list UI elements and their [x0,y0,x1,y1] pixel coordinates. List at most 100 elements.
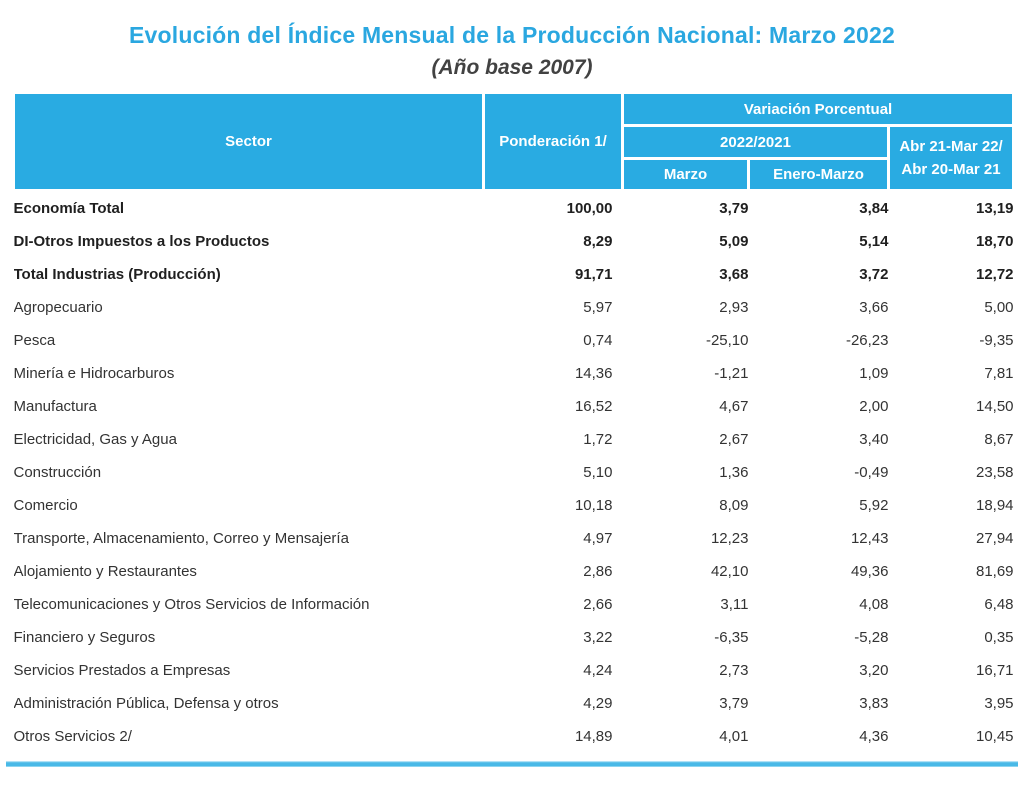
enero-marzo-cell: 3,83 [859,695,889,712]
ponderacion-cell: 2,66 [583,596,613,613]
marzo-cell: 3,79 [719,200,749,217]
sector-cell: DI-Otros Impuestos a los Productos [13,233,270,250]
enero-marzo-cell: 49,36 [850,563,889,580]
table-row: Construcción 5,10 1,36 -0,49 23,58 [14,456,1014,489]
page-subtitle: (Año base 2007) [431,56,593,79]
header-year-group: 2022/2021 [621,124,890,160]
table-row: Manufactura 16,52 4,67 2,00 14,50 [14,390,1014,423]
marzo-cell: 3,11 [720,596,749,613]
marzo-cell: 2,73 [719,662,749,679]
page-title: Evolución del Índice Mensual de la Produ… [128,22,895,48]
enero-marzo-cell: 3,84 [859,200,889,217]
annual-cell: 8,67 [984,431,1014,448]
header-ponderacion: Ponderación 1/ [482,91,624,192]
annual-cell: 18,94 [975,497,1014,514]
ponderacion-cell: 91,71 [574,266,613,283]
table-row: Pesca 0,74 -25,10 -26,23 -9,35 [14,324,1014,357]
annual-cell: 7,81 [984,365,1014,382]
annual-cell: 5,00 [984,299,1014,316]
marzo-cell: 4,01 [719,728,749,745]
enero-marzo-cell: 3,20 [859,662,889,679]
sector-cell: Administración Pública, Defensa y otros [13,695,279,712]
table-row: Telecomunicaciones y Otros Servicios de … [14,588,1014,621]
enero-marzo-cell: -5,28 [854,629,889,646]
sector-cell: Electricidad, Gas y Agua [13,431,177,448]
sector-cell: Manufactura [13,398,97,415]
ponderacion-cell: 2,86 [583,563,613,580]
header-sector: Sector [12,91,485,192]
marzo-cell: 1,36 [719,464,749,481]
table-body: Economía Total 100,00 3,79 3,84 13,19 DI-Otro… [14,191,1014,754]
table-row: DI-Otros Impuestos a los Productos 8,29 5,… [14,225,1014,258]
table-row: Minería e Hidrocarburos 14,36 -1,21 1,09 7,8… [14,357,1014,390]
enero-marzo-cell: 3,72 [859,266,889,283]
sector-cell: Transporte, Almacenamiento, Correo y Men… [13,530,349,547]
marzo-cell: 3,68 [719,266,749,283]
bottom-rule [6,761,1018,767]
annual-cell: 16,71 [975,662,1014,679]
enero-marzo-cell: 3,40 [859,431,889,448]
ponderacion-cell: 8,29 [583,233,613,250]
sector-cell: Pesca [13,332,56,349]
ponderacion-cell: 5,97 [583,299,613,316]
sector-cell: Total Industrias (Producción) [13,266,221,283]
sector-cell: Financiero y Seguros [13,629,156,646]
annual-cell: 0,35 [984,629,1014,646]
marzo-cell: -25,10 [705,332,749,349]
enero-marzo-cell: 4,36 [859,728,889,745]
header-annual-line2: Abr 20-Mar 21 [901,161,1001,178]
production-index-table: Sector Ponderación 1/ Variación Porcentu… [12,91,1016,754]
enero-marzo-cell: 4,08 [859,596,889,613]
annual-cell: 6,48 [984,596,1014,613]
table-row: Servicios Prestados a Empresas 4,24 2,73 3,… [14,654,1014,687]
annual-cell: 23,58 [975,464,1014,481]
annual-cell: 12,72 [975,266,1014,283]
annual-cell: 81,69 [975,563,1014,580]
sector-cell: Economía Total [13,200,125,217]
marzo-cell: 2,67 [719,431,749,448]
enero-marzo-cell: -0,49 [854,464,889,481]
marzo-cell: 2,93 [719,299,749,316]
annual-cell: -9,35 [979,332,1014,349]
sector-cell: Telecomunicaciones y Otros Servicios de … [13,596,370,613]
sector-cell: Servicios Prestados a Empresas [13,662,231,679]
ponderacion-cell: 4,29 [583,695,613,712]
ponderacion-cell: 4,97 [583,530,613,547]
enero-marzo-cell: 2,00 [859,398,889,415]
annual-cell: 18,70 [975,233,1014,250]
annual-cell: 3,95 [984,695,1014,712]
marzo-cell: 8,09 [719,497,749,514]
ponderacion-cell: 14,36 [574,365,613,382]
marzo-cell: 5,09 [719,233,749,250]
sector-cell: Alojamiento y Restaurantes [13,563,197,580]
table-row: Administración Pública, Defensa y otros 4… [14,687,1014,720]
ponderacion-cell: 1,72 [583,431,613,448]
ponderacion-cell: 3,22 [583,629,613,646]
table-row: Agropecuario 5,97 2,93 3,66 5,00 [14,291,1014,324]
ponderacion-cell: 0,74 [583,332,613,349]
sector-cell: Construcción [13,464,102,481]
header-variacion-group: Variación Porcentual [620,91,1016,127]
annual-cell: 13,19 [975,200,1014,217]
enero-marzo-cell: 12,43 [850,530,889,547]
sector-cell: Otros Servicios 2/ [13,728,132,745]
enero-marzo-cell: 1,09 [859,365,889,382]
annual-cell: 14,50 [975,398,1014,415]
ponderacion-cell: 10,18 [574,497,613,514]
table-row: Otros Servicios 2/14,89 4,01 4,36 10,45 [14,720,1014,753]
marzo-cell: 4,67 [719,398,749,415]
marzo-cell: -6,35 [714,629,749,646]
table-row: Alojamiento y Restaurantes 2,86 42,10 49,36… [14,555,1014,588]
header-annual-period: Abr 21-Mar 22/ Abr 20-Mar 21 [886,124,1016,192]
marzo-cell: -1,21 [714,365,749,382]
sector-cell: Agropecuario [13,299,103,316]
enero-marzo-cell: -26,23 [845,332,889,349]
marzo-cell: 12,23 [710,530,749,547]
table-row: Total Industrias (Producción) 91,71 3,68 3,… [14,258,1014,291]
ponderacion-cell: 100,00 [566,200,613,217]
ponderacion-cell: 5,10 [583,464,613,481]
sector-cell: Comercio [13,497,78,514]
table-row: Economía Total 100,00 3,79 3,84 13,19 [14,191,1014,226]
table-row: Electricidad, Gas y Agua 1,72 2,67 3,40 8,67 [14,423,1014,456]
table-row: Comercio 10,18 8,09 5,92 18,94 [14,489,1014,522]
